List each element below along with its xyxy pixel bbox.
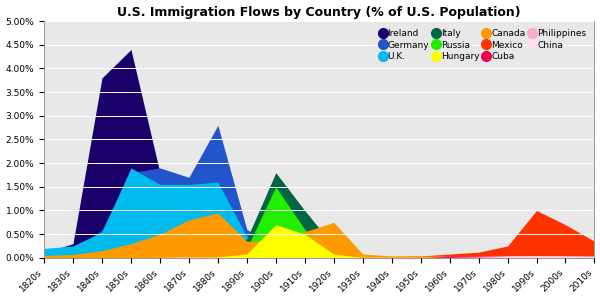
- Title: U.S. Immigration Flows by Country (% of U.S. Population): U.S. Immigration Flows by Country (% of …: [118, 6, 521, 19]
- Legend: Ireland, Germany, U.K., Italy, Russia, Hungary, Canada, Mexico, Cuba, Philippine: Ireland, Germany, U.K., Italy, Russia, H…: [377, 26, 590, 65]
